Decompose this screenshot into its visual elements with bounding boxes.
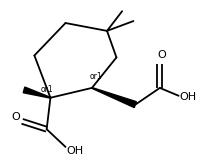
Text: or1: or1 (40, 85, 53, 94)
Text: O: O (157, 50, 166, 60)
Polygon shape (23, 87, 51, 98)
Text: OH: OH (180, 92, 197, 102)
Text: or1: or1 (89, 72, 102, 81)
Text: O: O (11, 112, 20, 122)
Text: OH: OH (66, 146, 84, 156)
Polygon shape (92, 87, 136, 108)
